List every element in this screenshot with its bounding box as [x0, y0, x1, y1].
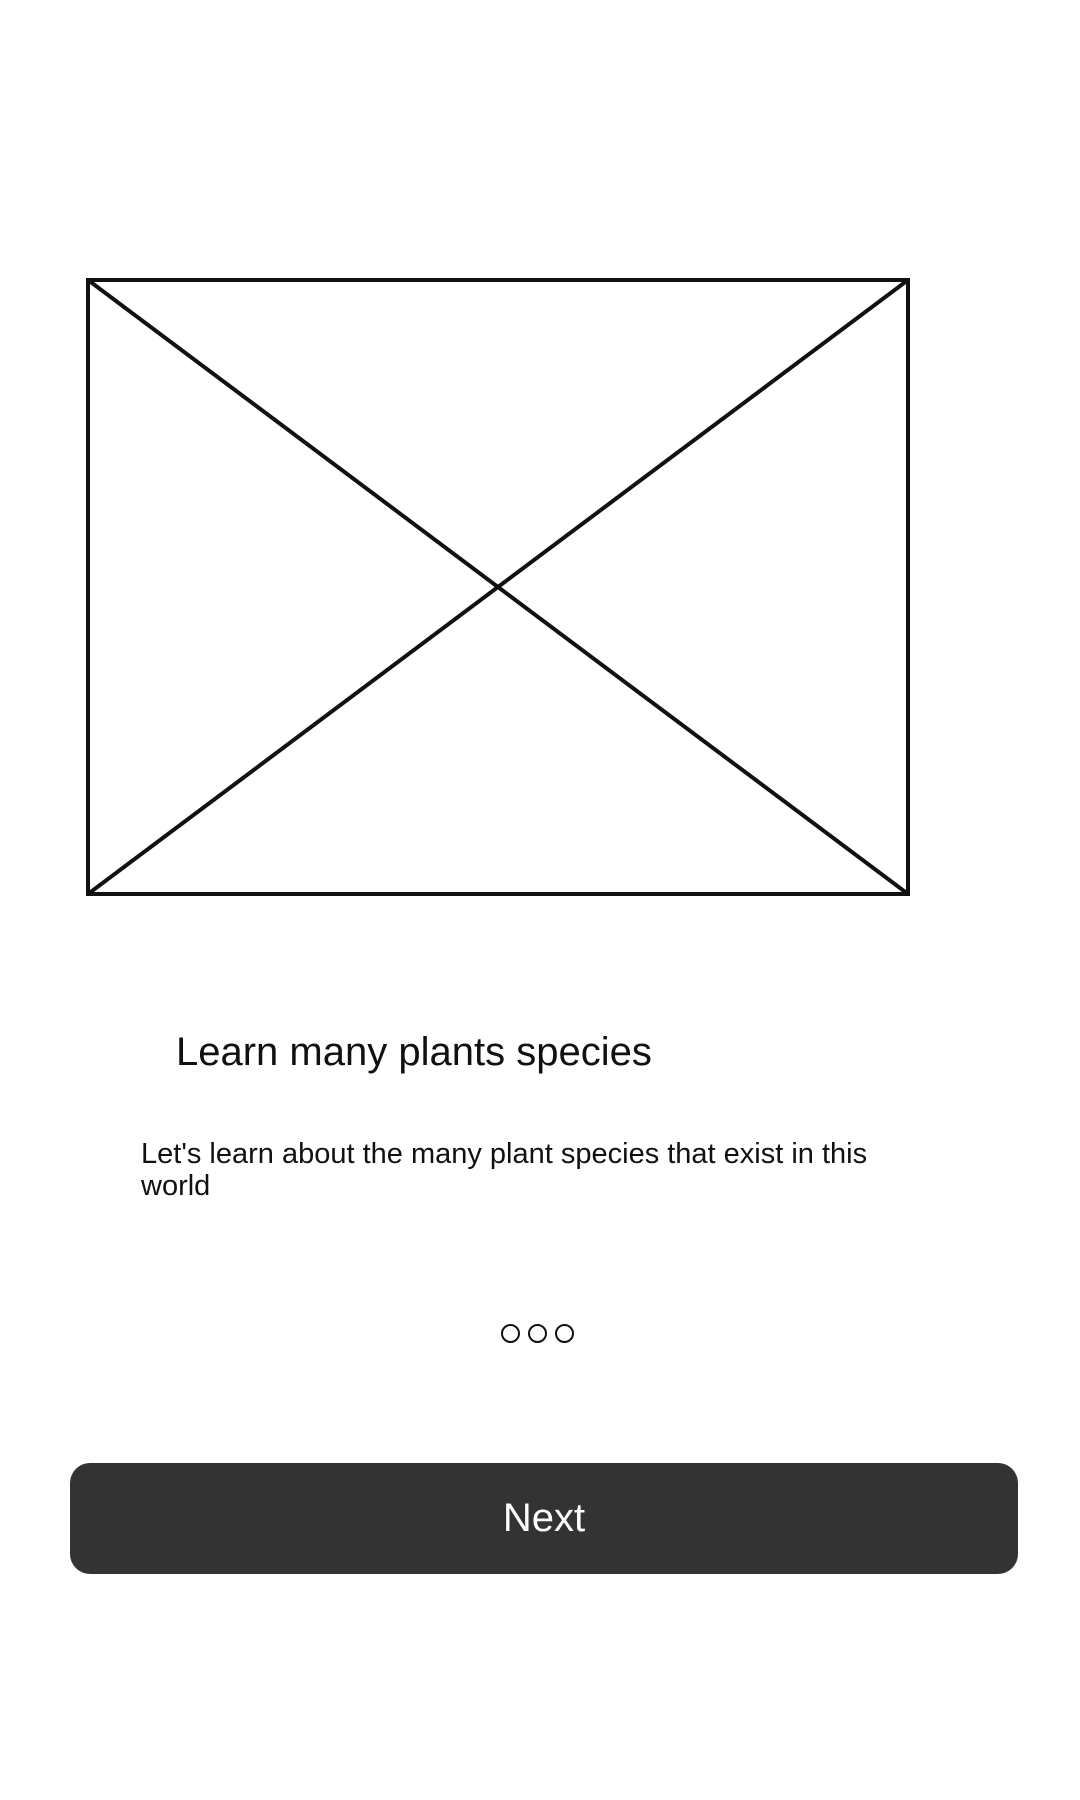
page-indicator-dot-3[interactable]	[555, 1324, 574, 1343]
next-button[interactable]: Next	[70, 1463, 1018, 1574]
onboarding-title: Learn many plants species	[176, 1030, 652, 1074]
page-indicator-dot-1[interactable]	[501, 1324, 520, 1343]
next-button-label: Next	[502, 1496, 586, 1540]
page-indicator	[501, 1324, 574, 1350]
image-placeholder	[86, 278, 910, 896]
page-indicator-dot-2[interactable]	[528, 1324, 547, 1343]
image-placeholder-icon	[86, 278, 910, 896]
onboarding-description: Let's learn about the many plant species…	[141, 1138, 868, 1202]
